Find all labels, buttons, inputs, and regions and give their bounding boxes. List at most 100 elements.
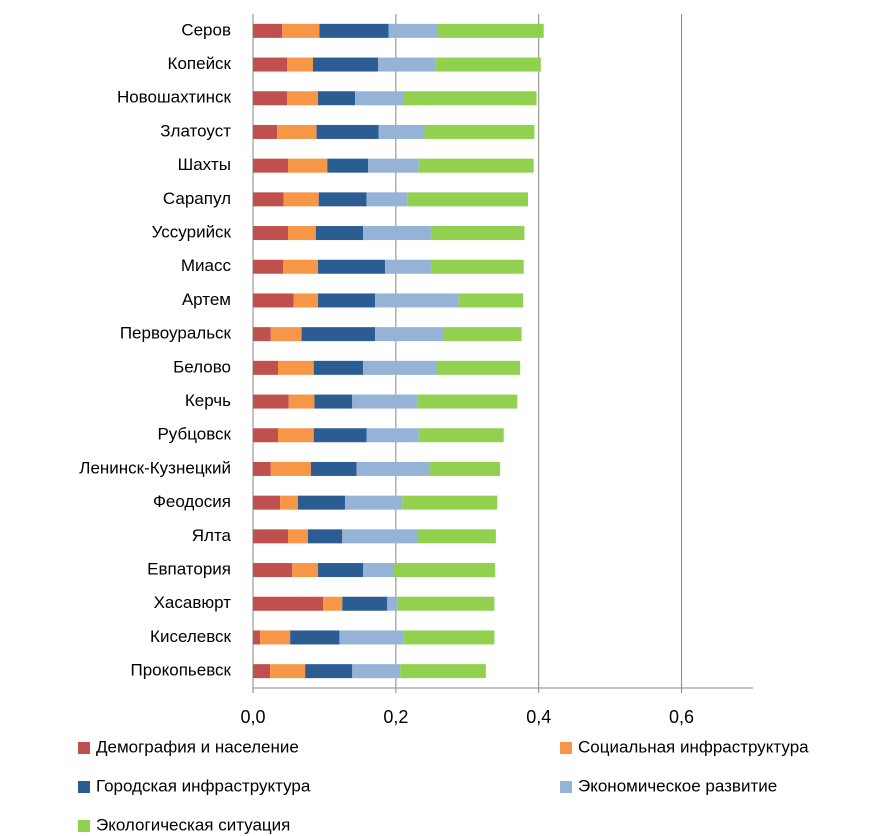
bar-segment bbox=[253, 394, 289, 409]
bar-segment bbox=[327, 158, 368, 173]
y-tick-label: Керчь bbox=[185, 391, 231, 410]
legend-label: Городская инфраструктура bbox=[96, 776, 311, 795]
bar-segment bbox=[292, 563, 318, 578]
legend-label: Экологическая ситуация bbox=[96, 815, 290, 834]
bar-segment bbox=[323, 596, 343, 611]
y-tick-label: Феодосия bbox=[153, 492, 231, 511]
legend-swatch bbox=[78, 742, 90, 754]
bar-segment bbox=[253, 57, 288, 72]
bar-segment bbox=[253, 23, 283, 38]
bar-segment bbox=[283, 192, 319, 207]
bar-segment bbox=[438, 23, 544, 38]
y-tick-label: Уссурийск bbox=[152, 223, 232, 242]
bar-segment bbox=[418, 529, 496, 544]
bar-segment bbox=[253, 630, 261, 645]
bar-segment bbox=[310, 461, 357, 476]
bar-segment bbox=[253, 158, 288, 173]
bar-segment bbox=[352, 394, 418, 409]
y-tick-label: Златоуст bbox=[160, 121, 231, 140]
bar-segment bbox=[287, 57, 313, 72]
bar-segment bbox=[313, 360, 363, 375]
x-tick-label: 0,6 bbox=[669, 707, 694, 727]
bar-segment bbox=[393, 563, 496, 578]
bar-segment bbox=[378, 57, 436, 72]
y-tick-label: Ленинск-Кузнецкий bbox=[79, 458, 231, 477]
bar-segment bbox=[288, 394, 315, 409]
bar-segment bbox=[270, 461, 311, 476]
bar-segment bbox=[280, 495, 298, 510]
bar-segment bbox=[366, 192, 408, 207]
bar-segment bbox=[418, 158, 534, 173]
bar-segment bbox=[318, 192, 367, 207]
bar-segment bbox=[435, 57, 541, 72]
bar-segment bbox=[270, 664, 306, 679]
bar-segment bbox=[318, 563, 363, 578]
bar-segment bbox=[363, 563, 393, 578]
bar-segment bbox=[282, 23, 320, 38]
bar-segment bbox=[253, 461, 271, 476]
bar-segment bbox=[400, 664, 486, 679]
y-tick-label: Сарапул bbox=[163, 189, 231, 208]
y-tick-label: Киселевск bbox=[150, 627, 232, 646]
bar-segment bbox=[288, 158, 328, 173]
y-tick-label: Хасавюрт bbox=[154, 593, 232, 612]
bar-segment bbox=[345, 495, 403, 510]
bar-segment bbox=[288, 529, 308, 544]
bar-segment bbox=[316, 124, 379, 139]
y-tick-label: Новошахтинск bbox=[117, 88, 232, 107]
bar-segment bbox=[458, 293, 523, 308]
bar-segment bbox=[342, 596, 388, 611]
bar-segment bbox=[260, 630, 291, 645]
bar-segment bbox=[290, 630, 340, 645]
bar-segment bbox=[418, 428, 504, 443]
bar-segment bbox=[424, 124, 535, 139]
legend-swatch bbox=[78, 781, 90, 793]
bar-segment bbox=[363, 226, 431, 241]
bar-segment bbox=[293, 293, 318, 308]
bar-segment bbox=[318, 259, 386, 274]
legend-swatch bbox=[78, 820, 90, 832]
y-tick-label: Артем bbox=[182, 290, 231, 309]
bar-segment bbox=[253, 428, 278, 443]
bar-segment bbox=[417, 394, 518, 409]
bar-segment bbox=[366, 428, 419, 443]
y-tick-label: Ялта bbox=[192, 526, 232, 545]
bar-segment bbox=[253, 664, 271, 679]
bar-segment bbox=[352, 664, 401, 679]
bar-segment bbox=[308, 529, 343, 544]
bar-segment bbox=[429, 461, 501, 476]
bar-segment bbox=[388, 23, 438, 38]
y-tick-label: Белово bbox=[173, 357, 231, 376]
y-tick-label: Миасс bbox=[181, 256, 232, 275]
bar-segment bbox=[375, 293, 459, 308]
bar-segment bbox=[355, 91, 403, 106]
bar-segment bbox=[375, 327, 443, 342]
bar-segment bbox=[253, 360, 278, 375]
legend-label: Социальная инфраструктура bbox=[578, 737, 809, 756]
bar-segment bbox=[270, 327, 302, 342]
bar-segment bbox=[387, 596, 398, 611]
bar-segment bbox=[402, 495, 498, 510]
legend-label: Экономическое развитие bbox=[578, 776, 777, 795]
bar-segment bbox=[403, 630, 495, 645]
bar-segment bbox=[253, 293, 294, 308]
y-tick-label: Рубцовск bbox=[157, 425, 231, 444]
bar-segment bbox=[253, 596, 323, 611]
bar-segment bbox=[314, 394, 353, 409]
bar-segment bbox=[253, 259, 283, 274]
bar-segment bbox=[305, 664, 353, 679]
bar-segment bbox=[407, 192, 528, 207]
y-tick-label: Евпатория bbox=[147, 560, 231, 579]
bar-segment bbox=[430, 226, 525, 241]
bar-segment bbox=[253, 91, 288, 106]
bar-segment bbox=[368, 158, 419, 173]
bar-segment bbox=[363, 360, 437, 375]
bar-segment bbox=[287, 91, 318, 106]
bar-segment bbox=[288, 226, 316, 241]
bar-segment bbox=[278, 428, 314, 443]
bar-segment bbox=[301, 327, 376, 342]
bar-segment bbox=[397, 596, 495, 611]
y-tick-label: Серов bbox=[181, 20, 231, 39]
y-tick-label: Шахты bbox=[178, 155, 231, 174]
